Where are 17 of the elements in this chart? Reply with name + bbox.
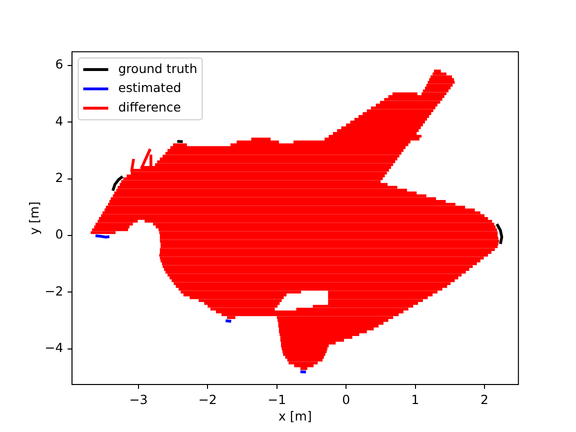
x-tick-label: 1	[411, 392, 420, 408]
x-tick-label: 2	[480, 392, 488, 408]
y-tick-label: −4	[44, 340, 64, 356]
x-tick-label: −2	[198, 392, 217, 408]
y-tick-label: 2	[55, 170, 64, 186]
y-tick-label: 0	[55, 226, 64, 242]
y-tick-label: 4	[55, 113, 64, 128]
legend-label: ground truth	[118, 60, 198, 76]
legend-label: difference	[118, 99, 182, 114]
y-tick-label: −2	[44, 283, 64, 298]
x-axis-title: x [m]	[278, 408, 312, 424]
x-tick-label: 0	[342, 392, 350, 408]
x-tick-label: −1	[268, 392, 286, 408]
y-axis-title: y [m]	[26, 201, 42, 235]
x-tick-label: −3	[129, 392, 148, 408]
y-tick-label: 6	[55, 56, 64, 72]
legend-label: estimated	[118, 80, 182, 96]
